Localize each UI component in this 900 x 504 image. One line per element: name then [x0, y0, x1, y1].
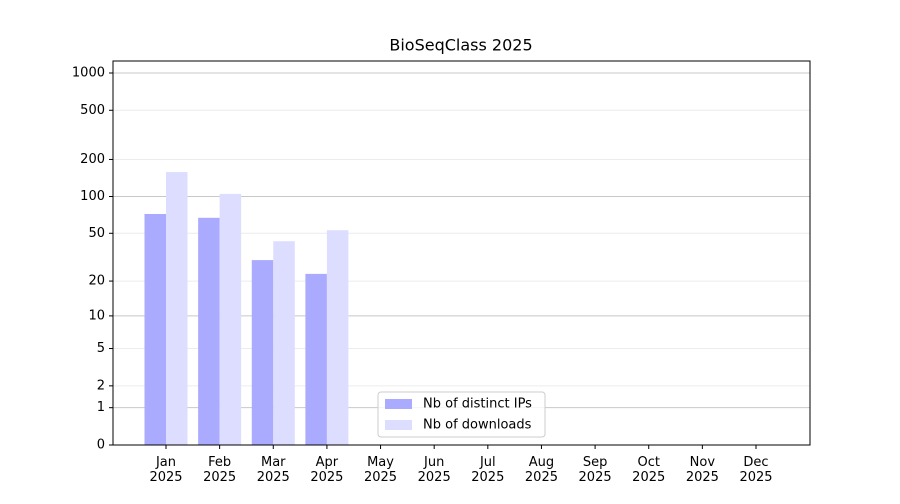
x-tick-label: Apr 2025	[310, 455, 343, 485]
x-tick-label: Dec 2025	[739, 455, 772, 485]
y-tick-label: 5	[97, 341, 105, 356]
x-tick-label: Mar 2025	[257, 455, 290, 485]
bar	[166, 172, 188, 445]
x-tick-label: Oct 2025	[632, 455, 665, 485]
x-tick-label: Feb 2025	[203, 455, 236, 485]
x-tick-label: Jan 2025	[149, 455, 182, 485]
x-tick-label: Aug 2025	[525, 455, 558, 485]
x-tick-label: Jul 2025	[471, 455, 504, 485]
y-tick-label: 1000	[72, 66, 105, 81]
y-tick-label: 1	[97, 400, 105, 415]
bar	[219, 193, 242, 445]
x-tick-label: Sep 2025	[579, 455, 612, 485]
y-tick-label: 200	[80, 152, 105, 167]
bar	[326, 230, 349, 445]
bar	[305, 273, 327, 445]
x-tick-label: Nov 2025	[686, 455, 719, 485]
legend-label: Nb of distinct IPs	[423, 397, 532, 412]
legend-swatch	[385, 399, 412, 409]
legend-swatch	[385, 420, 412, 430]
y-tick-label: 500	[80, 103, 105, 118]
y-tick-label: 50	[88, 226, 105, 241]
plot-frame	[112, 60, 811, 446]
bar	[251, 260, 274, 445]
legend-box	[377, 391, 546, 438]
y-tick-label: 20	[88, 274, 105, 289]
chart-title: BioSeqClass 2025	[389, 36, 532, 55]
y-tick-label: 2	[97, 378, 105, 393]
y-tick-label: 10	[88, 308, 105, 323]
y-tick-label: 100	[80, 189, 105, 204]
legend-label: Nb of downloads	[423, 418, 532, 433]
bar	[273, 241, 295, 445]
bar	[198, 217, 220, 445]
x-tick-label: May 2025	[364, 455, 397, 485]
y-tick-label: 0	[97, 438, 105, 453]
bar	[144, 213, 166, 445]
x-tick-label: Jun 2025	[418, 455, 451, 485]
